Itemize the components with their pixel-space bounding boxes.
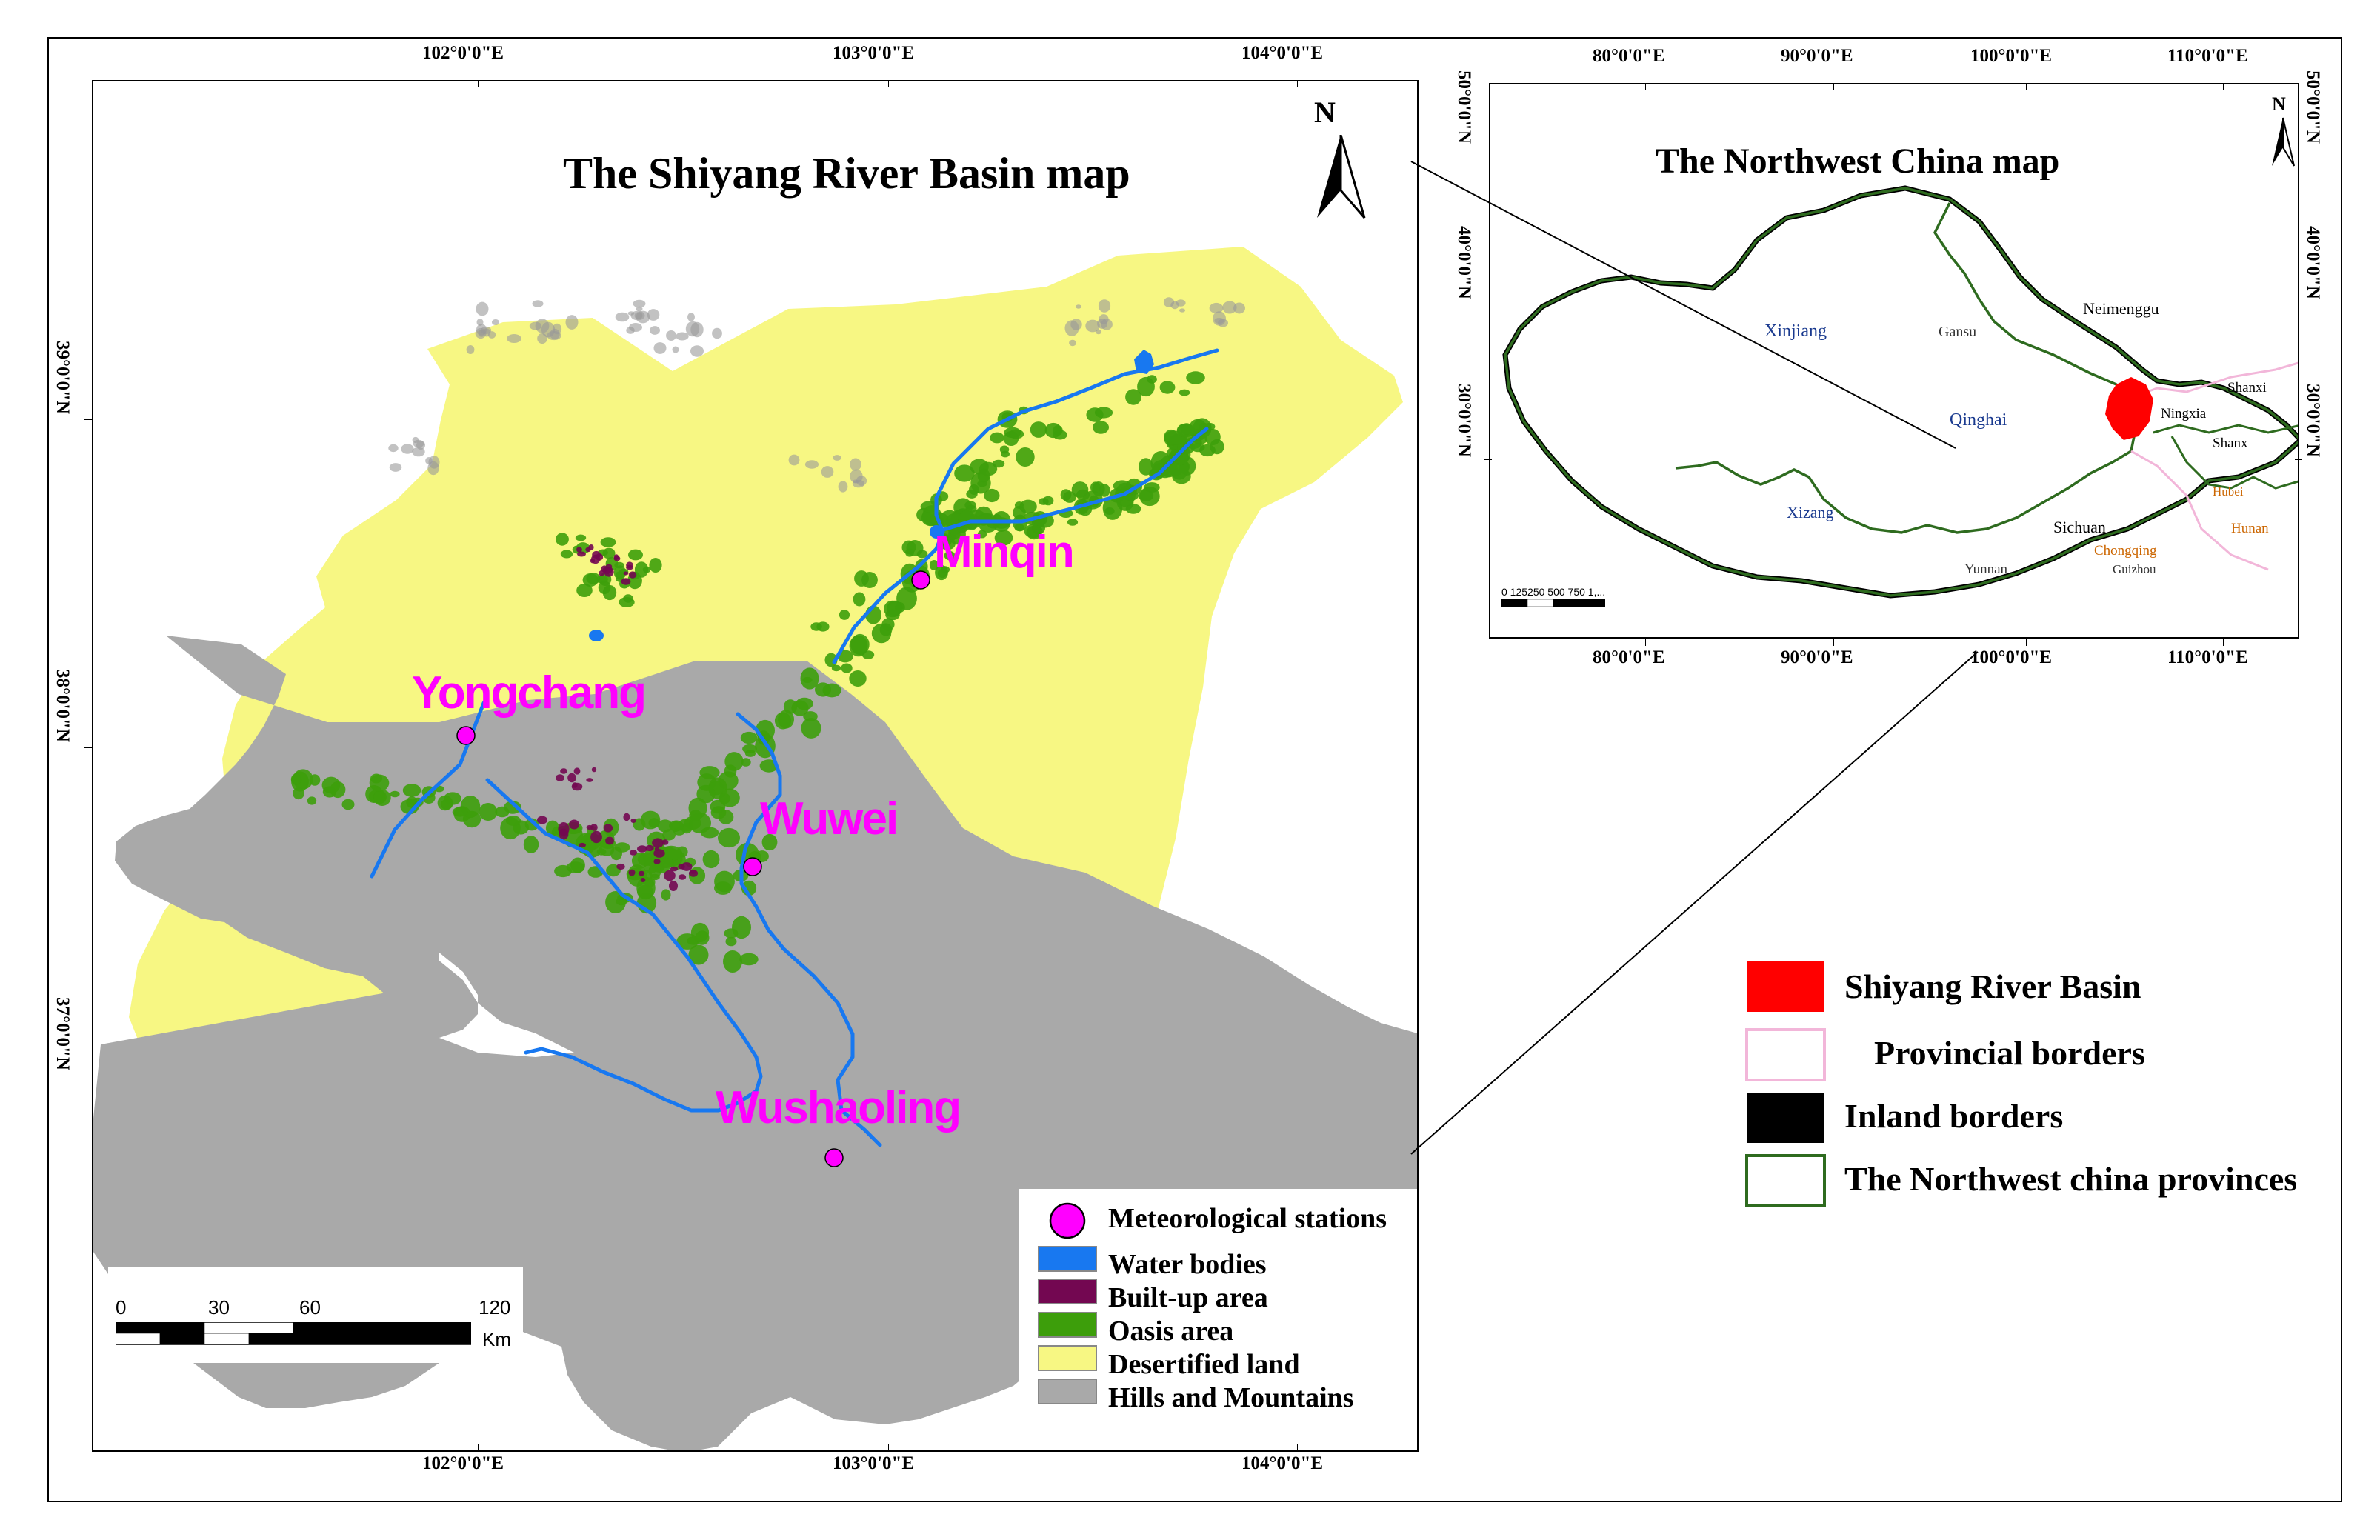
svg-text:Chongqing: Chongqing (2094, 543, 2157, 559)
svg-text:Xizang: Xizang (1787, 503, 1834, 521)
svg-text:0 125250 500 750 1,...: 0 125250 500 750 1,... (1501, 586, 1605, 598)
svg-text:Shanxi: Shanxi (2227, 380, 2267, 396)
svg-text:Gansu: Gansu (1939, 324, 1976, 340)
svg-text:Hunan: Hunan (2231, 521, 2269, 536)
svg-text:Neimenggu: Neimenggu (2083, 299, 2159, 318)
svg-text:Shanx: Shanx (2213, 436, 2248, 451)
svg-text:Ningxia: Ningxia (2161, 406, 2207, 421)
svg-text:Guizhou: Guizhou (2113, 562, 2156, 576)
svg-text:Xinjiang: Xinjiang (1764, 321, 1827, 341)
svg-text:Qinghai: Qinghai (1950, 410, 2007, 430)
svg-text:Sichuan: Sichuan (2053, 518, 2106, 536)
svg-text:N: N (2272, 93, 2286, 115)
svg-text:Yunnan: Yunnan (1964, 561, 2008, 577)
svg-text:Hubei: Hubei (2213, 484, 2244, 499)
